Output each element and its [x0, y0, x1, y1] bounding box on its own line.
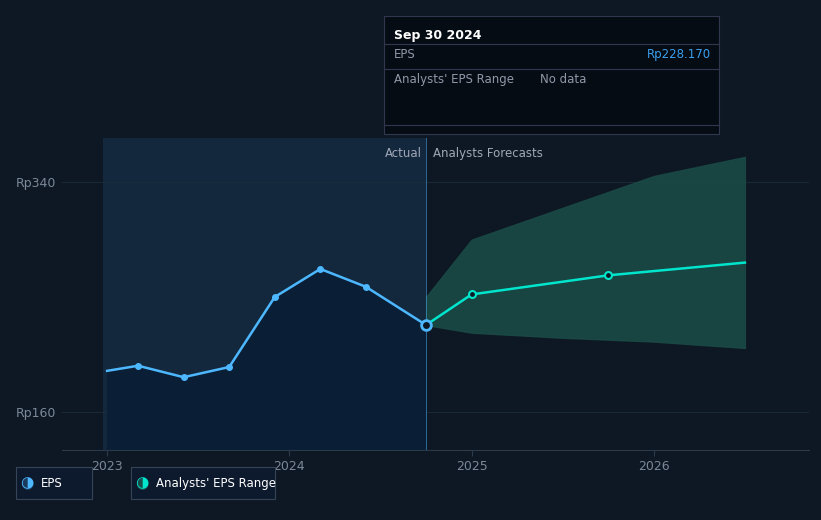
Text: No data: No data	[540, 73, 586, 86]
Text: Analysts' EPS Range: Analysts' EPS Range	[394, 73, 514, 86]
Text: ◑: ◑	[21, 476, 34, 490]
Text: Sep 30 2024: Sep 30 2024	[394, 29, 482, 42]
Text: Actual: Actual	[385, 147, 422, 160]
Text: ◑: ◑	[135, 476, 149, 490]
Bar	[103, 138, 426, 450]
Text: EPS: EPS	[394, 48, 415, 61]
Text: Analysts Forecasts: Analysts Forecasts	[433, 147, 544, 160]
Text: ●: ●	[135, 476, 149, 490]
Text: EPS: EPS	[41, 476, 62, 490]
Text: ●: ●	[21, 476, 34, 490]
Text: Rp228.170: Rp228.170	[647, 48, 711, 61]
Text: Analysts' EPS Range: Analysts' EPS Range	[156, 476, 276, 490]
